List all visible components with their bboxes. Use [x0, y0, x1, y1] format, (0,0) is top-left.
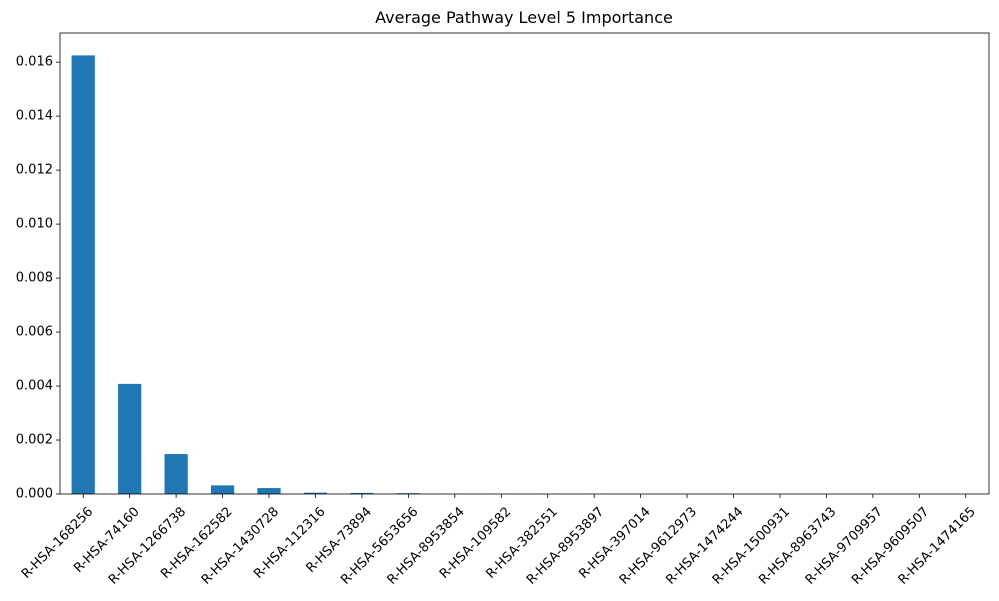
y-axis: 0.000 0.002 0.004 0.006 0.008 0.010 0.012 0.014… [16, 55, 60, 502]
y-tick-label: 0.016 [16, 55, 53, 70]
y-tick-label: 0.012 [16, 163, 53, 178]
bar-R-HSA-5653656 [396, 493, 420, 494]
bar-R-HSA-73894 [350, 492, 374, 494]
plot-frame [59, 32, 990, 495]
chart-title: Average Pathway Level 5 Importance [375, 8, 673, 27]
y-tick-label: 0.000 [16, 487, 53, 502]
y-tick-label: 0.002 [16, 433, 53, 448]
y-tick-label: 0.014 [16, 109, 53, 124]
bar-R-HSA-112316 [303, 492, 328, 494]
bar-R-HSA-162582 [210, 485, 235, 494]
bar-R-HSA-168256 [71, 55, 95, 495]
y-tick-label: 0.006 [16, 325, 53, 340]
y-tick-label: 0.008 [16, 271, 53, 286]
bar-R-HSA-74160 [118, 383, 142, 494]
bar-R-HSA-1266738 [164, 454, 188, 494]
bar-R-HSA-1430728 [257, 488, 281, 494]
y-tick-label: 0.010 [16, 217, 53, 232]
bars-group [71, 55, 978, 495]
y-tick-label: 0.004 [16, 379, 53, 394]
